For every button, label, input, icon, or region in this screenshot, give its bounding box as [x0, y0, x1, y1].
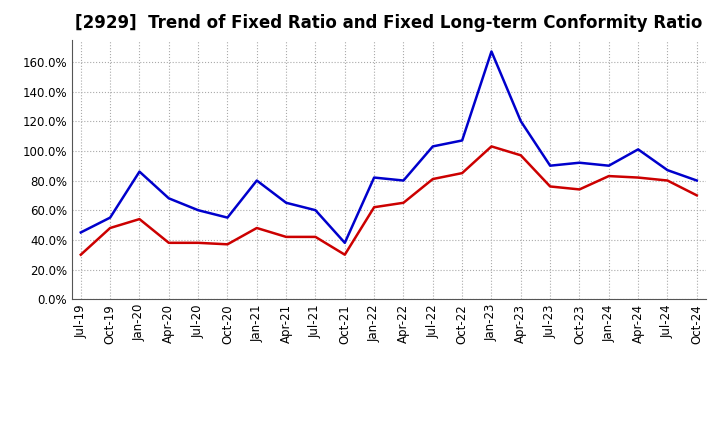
Fixed Long-term Conformity Ratio: [370, 205, 379, 210]
Fixed Long-term Conformity Ratio: [341, 252, 349, 257]
Fixed Long-term Conformity Ratio: [663, 178, 672, 183]
Fixed Ratio: [223, 215, 232, 220]
Fixed Long-term Conformity Ratio: [135, 216, 144, 222]
Fixed Long-term Conformity Ratio: [634, 175, 642, 180]
Fixed Ratio: [253, 178, 261, 183]
Fixed Long-term Conformity Ratio: [194, 240, 202, 246]
Fixed Long-term Conformity Ratio: [253, 225, 261, 231]
Title: [2929]  Trend of Fixed Ratio and Fixed Long-term Conformity Ratio: [2929] Trend of Fixed Ratio and Fixed Lo…: [75, 15, 703, 33]
Fixed Long-term Conformity Ratio: [223, 242, 232, 247]
Fixed Ratio: [487, 49, 496, 54]
Fixed Long-term Conformity Ratio: [487, 144, 496, 149]
Fixed Ratio: [135, 169, 144, 174]
Line: Fixed Long-term Conformity Ratio: Fixed Long-term Conformity Ratio: [81, 147, 697, 255]
Fixed Ratio: [546, 163, 554, 169]
Fixed Ratio: [634, 147, 642, 152]
Fixed Ratio: [458, 138, 467, 143]
Fixed Long-term Conformity Ratio: [458, 170, 467, 176]
Fixed Ratio: [76, 230, 85, 235]
Fixed Long-term Conformity Ratio: [428, 176, 437, 182]
Fixed Ratio: [605, 163, 613, 169]
Fixed Long-term Conformity Ratio: [399, 200, 408, 205]
Fixed Ratio: [516, 118, 525, 124]
Fixed Long-term Conformity Ratio: [693, 193, 701, 198]
Fixed Ratio: [341, 240, 349, 246]
Fixed Long-term Conformity Ratio: [106, 225, 114, 231]
Fixed Long-term Conformity Ratio: [76, 252, 85, 257]
Fixed Long-term Conformity Ratio: [605, 173, 613, 179]
Fixed Ratio: [311, 208, 320, 213]
Fixed Ratio: [194, 208, 202, 213]
Fixed Long-term Conformity Ratio: [164, 240, 173, 246]
Fixed Ratio: [106, 215, 114, 220]
Fixed Ratio: [164, 196, 173, 201]
Line: Fixed Ratio: Fixed Ratio: [81, 51, 697, 243]
Fixed Ratio: [663, 168, 672, 173]
Fixed Long-term Conformity Ratio: [311, 234, 320, 239]
Fixed Ratio: [399, 178, 408, 183]
Fixed Ratio: [575, 160, 584, 165]
Fixed Long-term Conformity Ratio: [282, 234, 290, 239]
Fixed Ratio: [282, 200, 290, 205]
Fixed Ratio: [370, 175, 379, 180]
Fixed Long-term Conformity Ratio: [546, 184, 554, 189]
Fixed Ratio: [428, 144, 437, 149]
Fixed Long-term Conformity Ratio: [516, 153, 525, 158]
Fixed Long-term Conformity Ratio: [575, 187, 584, 192]
Fixed Ratio: [693, 178, 701, 183]
